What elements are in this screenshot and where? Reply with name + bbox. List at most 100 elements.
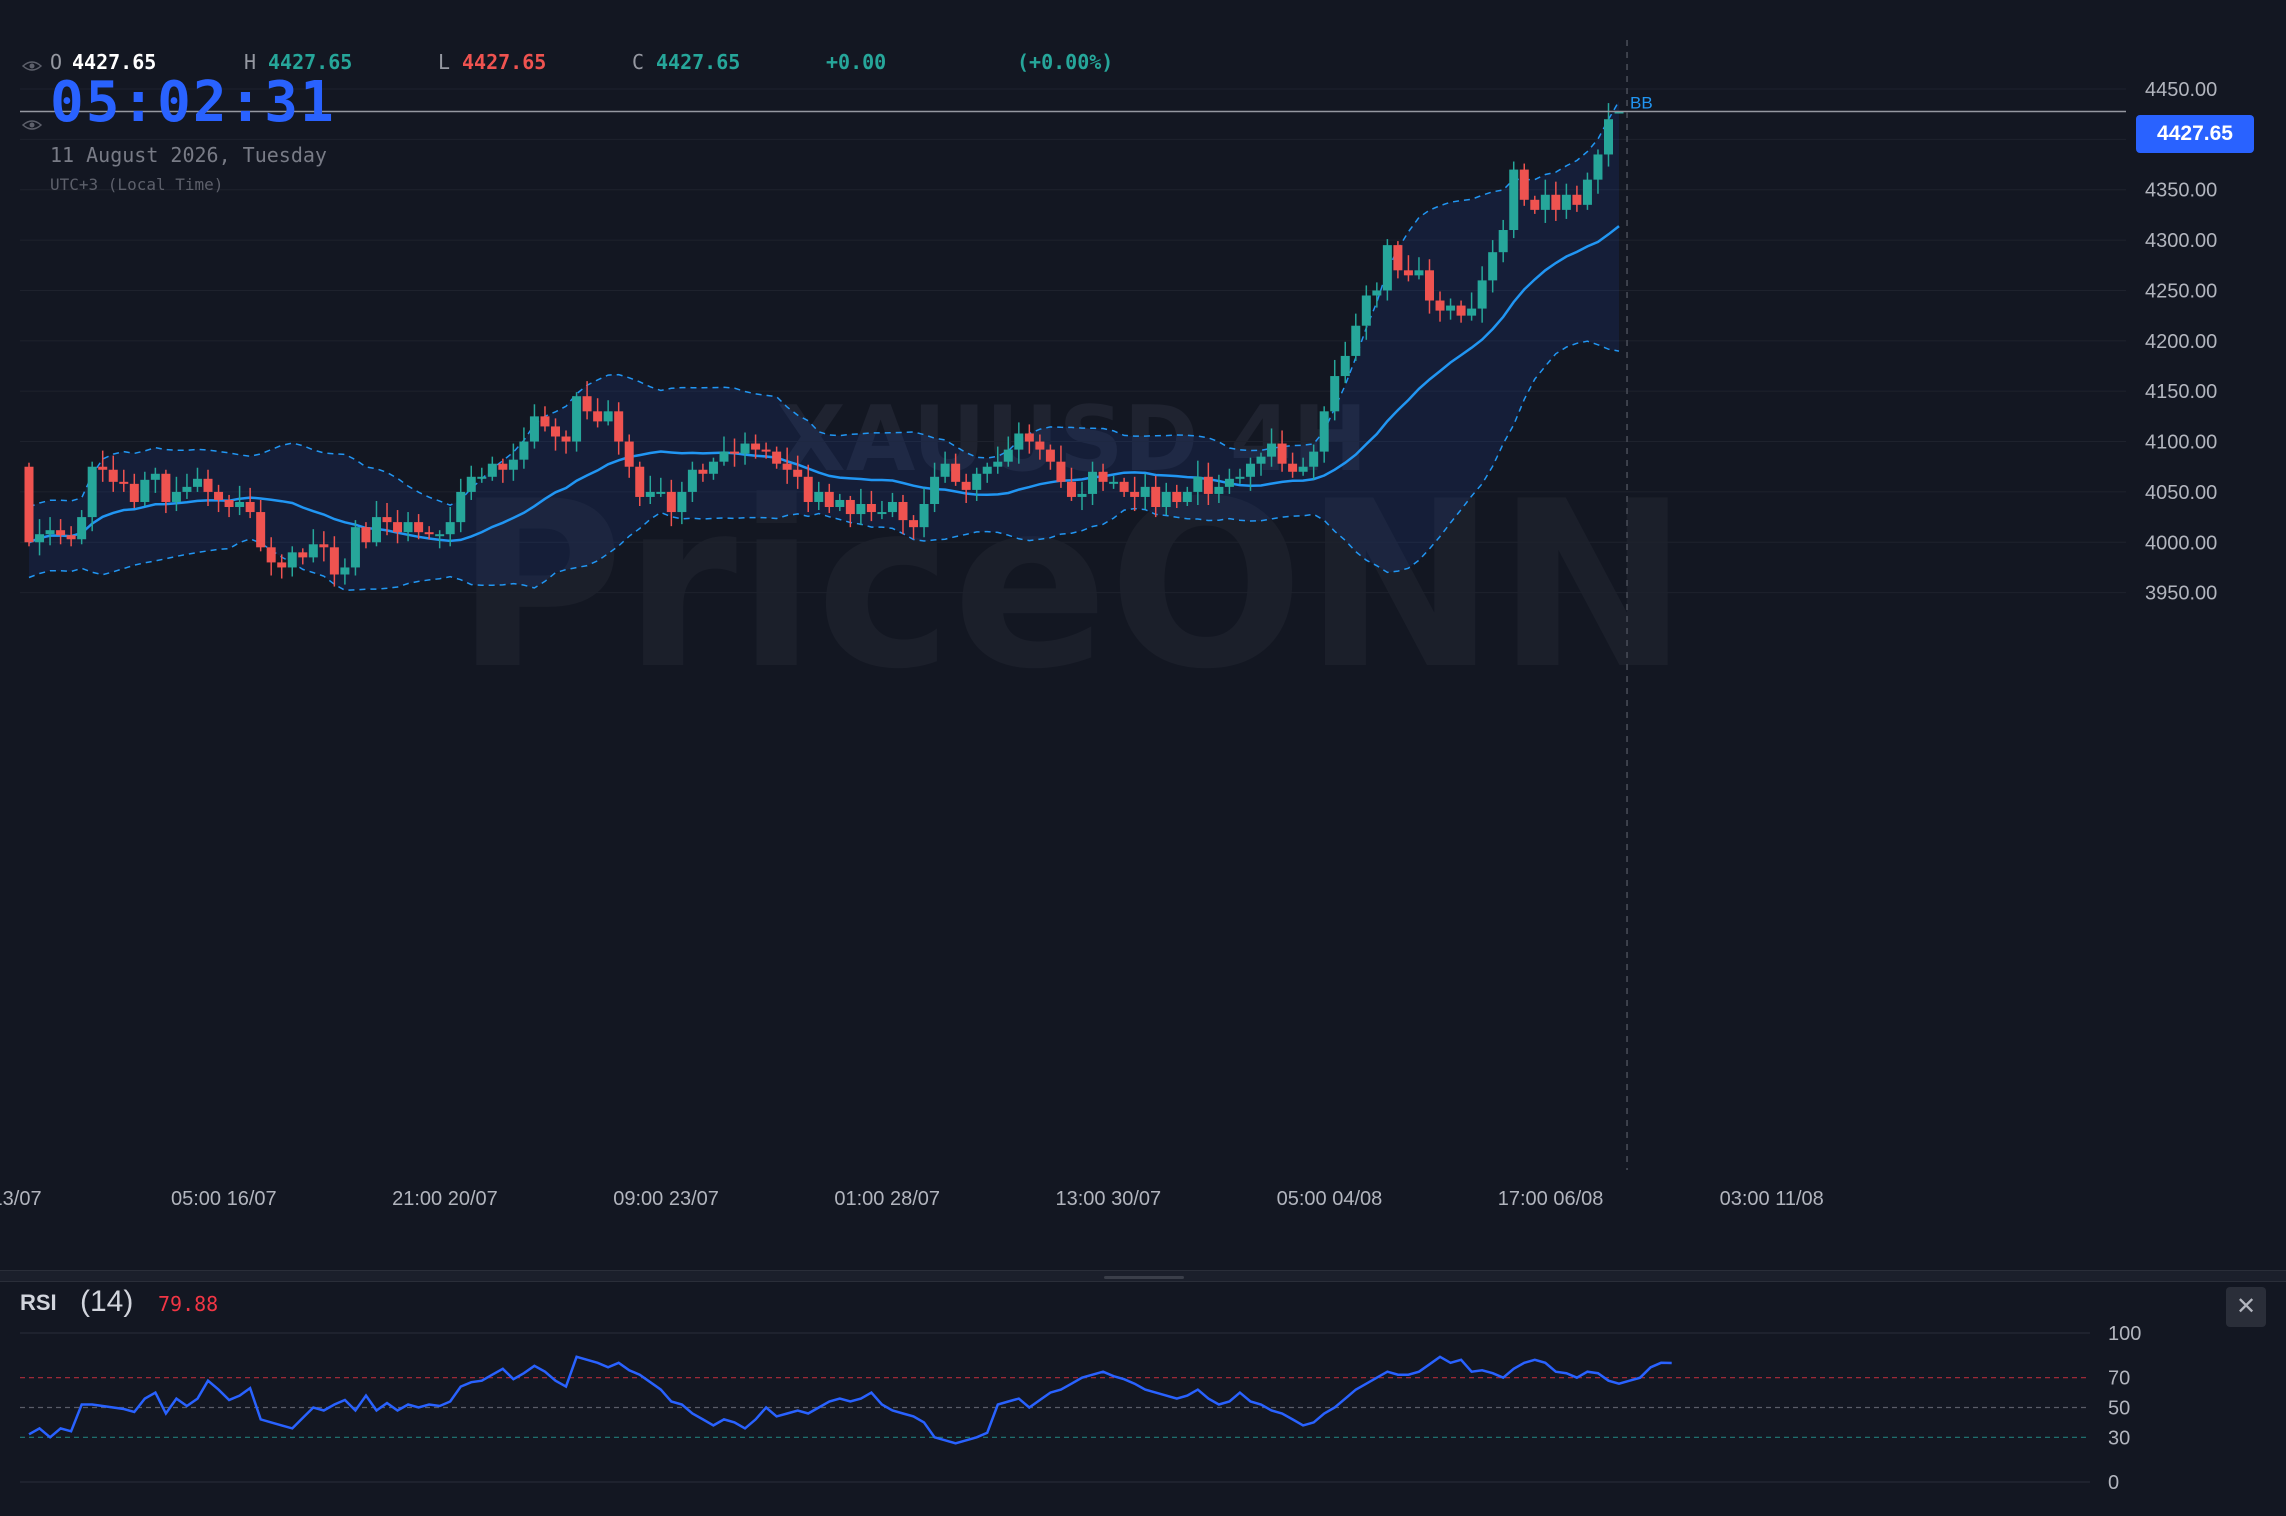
- eye-icon[interactable]: [22, 60, 42, 72]
- x-tick-label: 09:00 23/07: [613, 1188, 719, 1210]
- candle-body: [45, 530, 55, 535]
- candle-body: [1066, 481, 1076, 497]
- candle-body: [1245, 463, 1255, 477]
- candle-body: [1193, 476, 1203, 492]
- candle-body: [572, 396, 582, 442]
- candle-body: [371, 517, 381, 543]
- candle-body: [1340, 355, 1350, 377]
- candle-body: [140, 479, 150, 502]
- candle-body: [635, 466, 645, 497]
- x-tick-label: 21:00 20/07: [392, 1188, 498, 1210]
- candle-body: [1382, 245, 1392, 291]
- candle-body: [277, 562, 287, 568]
- candle-body: [98, 466, 108, 470]
- candle-body: [1593, 154, 1603, 180]
- candle-body: [1582, 179, 1592, 205]
- candle-body: [1561, 194, 1571, 210]
- candle-body: [1488, 252, 1498, 281]
- candle-body: [982, 466, 992, 474]
- candle-body: [782, 463, 792, 470]
- y-tick-label: 4150.00: [2145, 381, 2217, 403]
- candle-body: [129, 483, 139, 502]
- candle-body: [1256, 456, 1266, 464]
- open-label: O: [50, 50, 63, 74]
- candle-body: [930, 476, 940, 504]
- candle-body: [1509, 169, 1519, 231]
- candle-body: [87, 466, 97, 518]
- close-value: 4427.65: [656, 50, 741, 74]
- candle-body: [561, 436, 571, 442]
- x-tick-label: 17:00 06/08: [1498, 1188, 1604, 1210]
- candle-body: [909, 520, 919, 528]
- candle-body: [266, 547, 276, 563]
- y-tick-label: 4350.00: [2145, 180, 2217, 202]
- rsi-tick-label: 0: [2108, 1472, 2119, 1494]
- candle-body: [1130, 491, 1140, 497]
- y-tick-label: 3950.00: [2145, 583, 2217, 605]
- close-icon: ✕: [2235, 1293, 2257, 1320]
- low-label: L: [438, 50, 451, 74]
- candle-body: [119, 481, 129, 484]
- candle-body: [1224, 478, 1234, 487]
- candle-body: [77, 517, 87, 540]
- candle-body: [1361, 295, 1371, 326]
- candle-body: [403, 522, 413, 533]
- candle-body: [435, 534, 445, 537]
- candle-body: [814, 491, 824, 502]
- candle-body: [845, 499, 855, 515]
- candle-body: [1045, 449, 1055, 462]
- y-tick-label: 4200.00: [2145, 331, 2217, 353]
- candle-body: [761, 449, 771, 452]
- close-pane-button[interactable]: ✕: [2226, 1287, 2266, 1327]
- candle-body: [1456, 305, 1466, 316]
- x-tick-label: 13:00 30/07: [1055, 1188, 1161, 1210]
- candle-body: [1467, 308, 1477, 316]
- candle-body: [1277, 443, 1287, 464]
- change-value: +0.00: [826, 50, 887, 74]
- candle-body: [508, 459, 518, 470]
- candle-body: [350, 527, 360, 568]
- candle-body: [1540, 194, 1550, 210]
- candle-body: [1551, 194, 1561, 210]
- candle-body: [340, 567, 350, 575]
- candle-body: [1109, 481, 1119, 484]
- candle-body: [1403, 270, 1413, 276]
- candle-body: [677, 491, 687, 513]
- candle-body: [866, 503, 876, 513]
- candle-body: [1519, 169, 1529, 200]
- candle-body: [708, 461, 718, 474]
- candle-body: [1203, 476, 1213, 494]
- y-tick-label: 4300.00: [2145, 230, 2217, 252]
- candle-body: [477, 476, 487, 479]
- candle-body: [308, 544, 318, 558]
- candle-body: [898, 501, 908, 521]
- candle-body: [614, 411, 624, 442]
- candle-body: [1298, 466, 1308, 472]
- candle-body: [1288, 463, 1298, 472]
- y-tick-label: 4000.00: [2145, 532, 2217, 554]
- x-tick-label: 01:00 28/07: [834, 1188, 940, 1210]
- rsi-tick-label: 30: [2108, 1427, 2130, 1449]
- rsi-tick-label: 70: [2108, 1368, 2130, 1390]
- high-label: H: [244, 50, 257, 74]
- eye-icon[interactable]: [22, 119, 42, 131]
- resize-handle[interactable]: [1104, 1276, 1184, 1279]
- close-label: C: [632, 50, 645, 74]
- candle-body: [1014, 433, 1024, 450]
- candle-body: [803, 476, 813, 502]
- candle-body: [1235, 476, 1245, 479]
- candle-body: [751, 443, 761, 450]
- x-tick-label: 00 13/07: [0, 1188, 42, 1210]
- last-price-badge: 4427.65: [2136, 115, 2254, 153]
- candle-body: [551, 426, 560, 437]
- candle-body: [1614, 111, 1624, 114]
- candle-body: [256, 512, 266, 548]
- x-tick-label: 03:00 11/08: [1720, 1188, 1824, 1210]
- candle-body: [214, 491, 224, 500]
- candle-body: [182, 486, 192, 492]
- candle-body: [1498, 230, 1508, 253]
- candle-body: [1372, 290, 1382, 296]
- y-tick-label: 4100.00: [2145, 432, 2217, 454]
- candle-body: [972, 473, 982, 490]
